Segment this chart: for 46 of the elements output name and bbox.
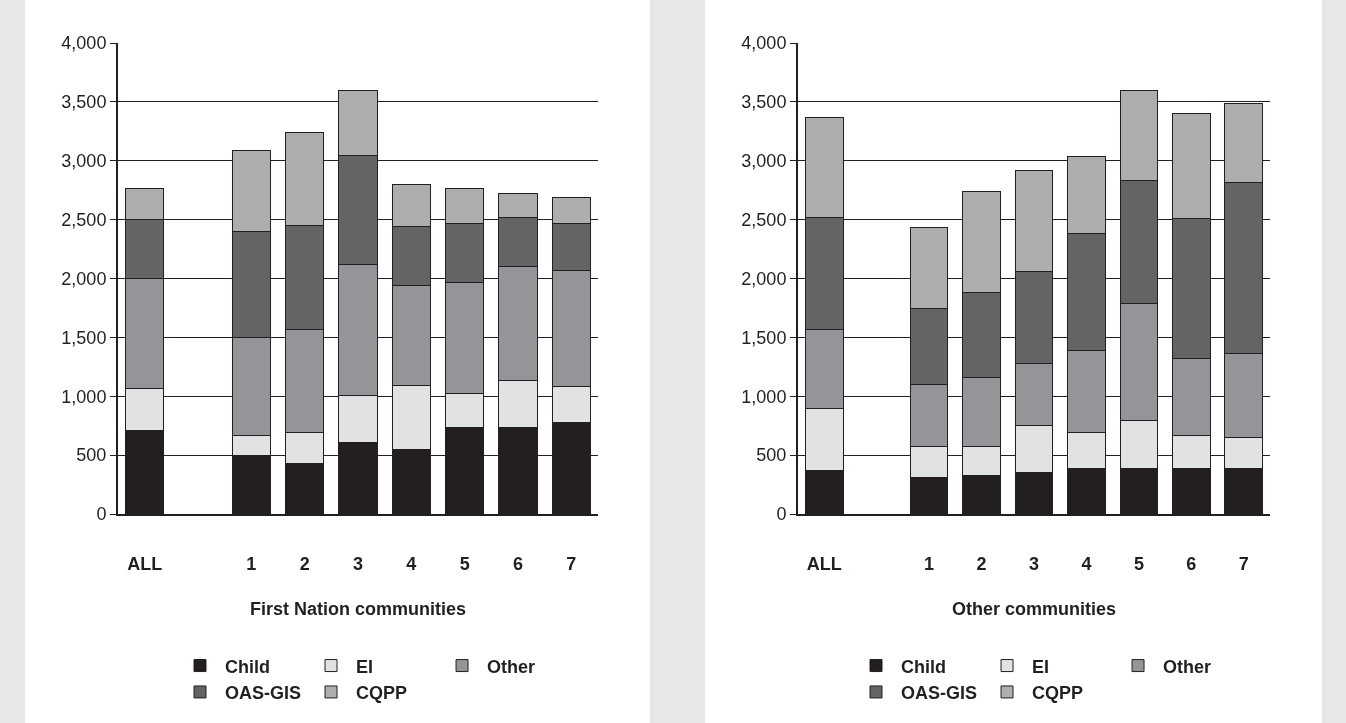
x-axis-title: First Nation communities (249, 599, 467, 620)
legend-label: CQPP (356, 682, 408, 703)
legend-label: CQPP (1032, 682, 1084, 703)
x-tick-label: 4 (1081, 553, 1092, 574)
y-tick-label: 2,500 (61, 209, 107, 230)
legend-label: Other (1163, 656, 1212, 677)
x-axis-title: Other communities (951, 599, 1117, 620)
y-tick-label: 500 (756, 445, 787, 466)
y-tick-label: 3,000 (61, 151, 107, 172)
legend-label: OAS-GIS (901, 682, 978, 703)
y-tick-label: 3,500 (61, 92, 107, 113)
x-tick-label: 2 (976, 553, 987, 574)
legend-label: EI (356, 656, 374, 677)
y-tick-label: 500 (76, 445, 107, 466)
x-tick-label: ALL (806, 553, 842, 574)
y-tick-label: 1,000 (61, 386, 107, 407)
y-tick-label: 2,000 (741, 268, 787, 289)
x-tick-label: 3 (1028, 553, 1040, 574)
x-tick-label: 5 (1133, 553, 1144, 574)
y-tick-label: 3,500 (741, 92, 787, 113)
legend-label: Other (487, 656, 536, 677)
x-tick-label: ALL (127, 553, 163, 574)
x-tick-label: 7 (566, 553, 577, 574)
legend-label: Child (225, 656, 270, 677)
x-tick-label: 1 (924, 553, 935, 574)
legend-label: OAS-GIS (225, 682, 302, 703)
x-tick-label: 4 (406, 553, 417, 574)
legend-label: EI (1032, 656, 1050, 677)
y-tick-label: 2,500 (741, 209, 787, 230)
x-tick-label: 3 (352, 553, 364, 574)
y-tick-label: 1,500 (61, 327, 107, 348)
x-tick-label: 6 (512, 553, 524, 574)
y-tick-label: 2,000 (61, 268, 107, 289)
y-tick-label: 0 (96, 504, 107, 525)
y-tick-label: 3,000 (741, 151, 787, 172)
x-tick-label: 6 (1186, 553, 1197, 574)
x-tick-label: 5 (459, 553, 470, 574)
y-tick-label: 1,000 (741, 386, 787, 407)
x-tick-label: 1 (246, 553, 257, 574)
legend-label: Child (901, 656, 946, 677)
y-tick-label: 1,500 (741, 327, 787, 348)
y-tick-label: 4,000 (741, 33, 787, 54)
y-tick-label: 4,000 (61, 33, 107, 54)
x-tick-label: 2 (299, 553, 310, 574)
y-tick-label: 0 (776, 504, 787, 525)
x-tick-label: 7 (1238, 553, 1249, 574)
